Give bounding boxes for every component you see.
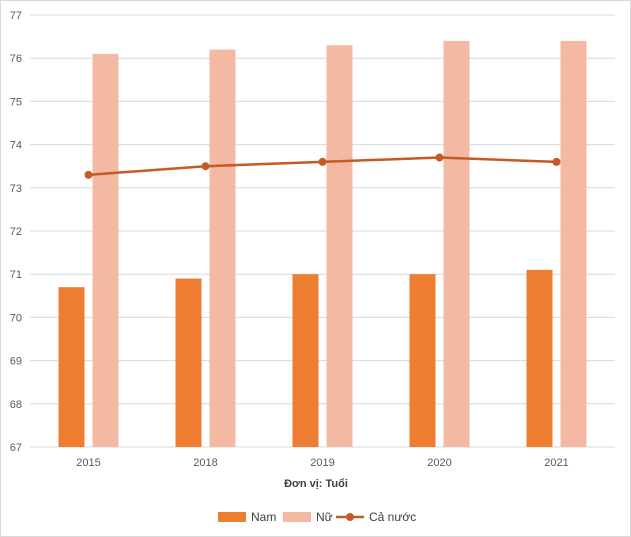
x-tick-label: 2020 (427, 457, 451, 469)
bar-nam-2018 (175, 278, 202, 447)
line-point-2018 (201, 162, 210, 171)
y-tick-label: 73 (10, 183, 22, 195)
bar-nam-2015 (58, 287, 85, 447)
legend-swatch (283, 512, 311, 522)
legend-label: Cả nước (369, 510, 416, 524)
y-tick-label: 75 (10, 96, 22, 108)
bar-nữ-2021 (560, 40, 587, 448)
x-tick-label: 2015 (76, 457, 100, 469)
y-tick-label: 72 (10, 226, 22, 238)
bar-nữ-2019 (326, 45, 353, 448)
bar-nam-2020 (409, 274, 436, 447)
bar-nam-2021 (526, 269, 553, 447)
bar-nữ-2020 (443, 40, 470, 448)
legend-swatch (218, 512, 246, 522)
line-point-2021 (552, 157, 561, 166)
y-tick-label: 67 (10, 442, 22, 454)
y-axis: 67 68 69 70 71 72 73 74 75 76 77 (10, 10, 22, 454)
x-axis-title: Đơn vị: Tuổi (284, 478, 348, 490)
x-axis: 2015 2018 2019 2020 2021 (76, 457, 568, 469)
bar-nữ-2015 (92, 53, 119, 447)
x-tick-label: 2018 (193, 457, 217, 469)
gridlines (30, 14, 615, 448)
line-point-2019 (318, 157, 327, 166)
line-point-2015 (84, 170, 93, 179)
y-tick-label: 69 (10, 356, 22, 368)
line-series (84, 153, 561, 179)
legend-label: Nam (251, 510, 276, 524)
legend-marker (346, 513, 354, 521)
bar-nữ-2018 (209, 49, 236, 448)
y-tick-label: 71 (10, 269, 22, 281)
y-tick-label: 70 (10, 312, 22, 324)
line-point-2020 (435, 153, 444, 162)
x-tick-label: 2019 (310, 457, 334, 469)
bar-nam-2019 (292, 274, 319, 447)
y-tick-label: 77 (10, 10, 22, 22)
y-tick-label: 68 (10, 399, 22, 411)
y-tick-label: 74 (10, 140, 22, 152)
legend-label: Nữ (316, 510, 333, 524)
x-tick-label: 2021 (544, 457, 568, 469)
y-tick-label: 76 (10, 53, 22, 65)
bars (58, 40, 587, 448)
legend: Nam Nữ Cả nước (218, 510, 416, 524)
